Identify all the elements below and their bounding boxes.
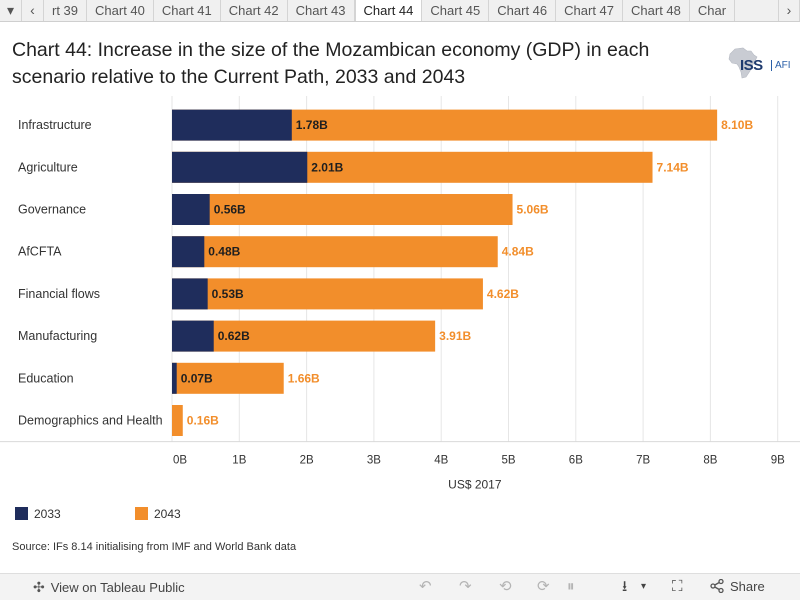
tab-list: rt 39 Chart 40 Chart 41 Chart 42 Chart 43 Cha… [44,0,778,21]
category-label: Education [18,371,74,385]
data-label-2043: 4.62B [487,287,519,301]
tableau-icon: ✣ [33,579,45,595]
x-axis-title: US$ 2017 [448,478,502,492]
x-tick-label: 9B [771,455,785,467]
revert-icon[interactable]: ⟲ [499,578,512,595]
share-icon [710,578,724,594]
category-label: Demographics and Health [18,414,163,428]
share-button[interactable]: Share [710,578,765,596]
data-label-2043: 1.66B [288,371,320,385]
bar-2043 [172,405,183,436]
x-tick-label: 1B [232,455,246,467]
legend-item-2043[interactable]: 2043 [135,506,215,522]
tab-chart-42[interactable]: Chart 42 [220,0,288,21]
data-label-2033: 0.53B [212,287,244,301]
sheet-tab-bar: ▾ ‹ rt 39 Chart 40 Chart 41 Chart 42 Chart 4… [0,0,800,22]
download-dropdown-icon[interactable]: ▾ [641,581,647,592]
legend-swatch-2033 [15,507,28,520]
x-tick-label: 6B [569,455,583,467]
tab-chart-45[interactable]: Chart 45 [422,0,490,21]
legend-item-2033[interactable]: 2033 [15,506,95,522]
bar-2033 [172,236,205,268]
category-label: Infrastructure [18,118,92,132]
tab-chart-40[interactable]: Chart 40 [87,0,154,21]
data-label-2033: 0.62B [218,329,250,343]
iss-afi-logo: ISS AFI [726,46,791,82]
view-on-tableau-public-link[interactable]: ✣ View on Tableau Public [33,578,185,596]
bar-2033 [172,151,308,183]
tab-chart-44[interactable]: Chart 44 [354,0,423,21]
data-label-2043: 0.16B [187,414,219,428]
x-tick-label: 3B [367,455,381,467]
x-tick-label: 2B [300,455,314,467]
tab-scroll-right-icon[interactable]: › [778,0,800,21]
category-label: Financial flows [18,287,100,301]
data-label-2043: 5.06B [517,203,549,217]
tab-char[interactable]: Char [689,0,736,21]
bar-2033 [172,109,292,141]
undo-icon[interactable]: ↶ [419,578,432,595]
x-tick-label: 8B [703,455,717,467]
data-label-2033: 1.78B [296,118,328,132]
logo-afi-text: AFI [771,60,791,71]
data-label-2033: 2.01B [311,160,343,174]
legend-label-2033: 2033 [34,507,61,521]
bar-2033 [172,194,210,225]
data-label-2033: 0.48B [208,245,240,259]
bar-2033 [172,320,214,352]
legend-swatch-2043 [135,507,148,520]
x-tick-label: 0B [173,455,187,467]
x-tick-label: 5B [502,455,516,467]
category-label: AfCFTA [18,245,62,259]
legend-label-2043: 2043 [154,507,181,521]
fullscreen-icon[interactable]: ⛶ [672,578,683,595]
bar-2043 [172,194,513,225]
source-note: Source: IFs 8.14 initialising from IMF a… [12,541,297,553]
category-label: Governance [18,203,86,217]
share-label: Share [730,579,765,594]
bar-2033 [172,362,177,394]
bar-2043 [172,362,284,394]
africa-map-icon [728,47,758,79]
chart-title: Chart 44: Increase in the size of the Mo… [12,39,650,88]
bar-2043 [172,236,498,268]
data-label-2043: 4.84B [502,245,534,259]
refresh-icon[interactable]: ⟳ [537,578,550,595]
view-on-tableau-public-label: View on Tableau Public [50,580,185,595]
download-icon[interactable]: ⭳ [622,578,628,595]
tab-rt-39[interactable]: rt 39 [44,0,88,21]
bar-chart: Infrastructure 8.10B 1.78B Agriculture 7.14B… [0,96,800,492]
tab-chart-41[interactable]: Chart 41 [153,0,221,21]
tab-chart-43[interactable]: Chart 43 [287,0,355,21]
tableau-toolbar: ✣ View on Tableau Public ↶ ↷ ⟲ ⟳ ⏸ ⭳ ▾ ⛶ … [0,573,800,600]
tab-scroll-left-icon[interactable]: ‹ [22,0,44,21]
tab-chart-47[interactable]: Chart 47 [556,0,624,21]
category-label: Agriculture [18,160,78,174]
data-label-2043: 3.91B [439,329,471,343]
pause-icon[interactable]: ⏸ [567,578,575,595]
x-tick-label: 7B [636,455,650,467]
data-label-2043: 7.14B [657,160,689,174]
data-label-2033: 0.07B [181,371,213,385]
x-tick-label: 4B [434,455,448,467]
category-label: Manufacturing [18,329,97,343]
tab-chart-48[interactable]: Chart 48 [623,0,690,21]
tab-chart-46[interactable]: Chart 46 [489,0,557,21]
bar-2043 [172,278,483,310]
data-label-2043: 8.10B [721,118,753,132]
bar-2043 [172,320,436,352]
tab-list-dropdown-icon[interactable]: ▾ [0,0,22,21]
data-label-2033: 0.56B [214,203,246,217]
logo-iss-text: ISS [740,57,763,74]
bar-2033 [172,278,208,310]
redo-icon[interactable]: ↷ [459,578,472,595]
